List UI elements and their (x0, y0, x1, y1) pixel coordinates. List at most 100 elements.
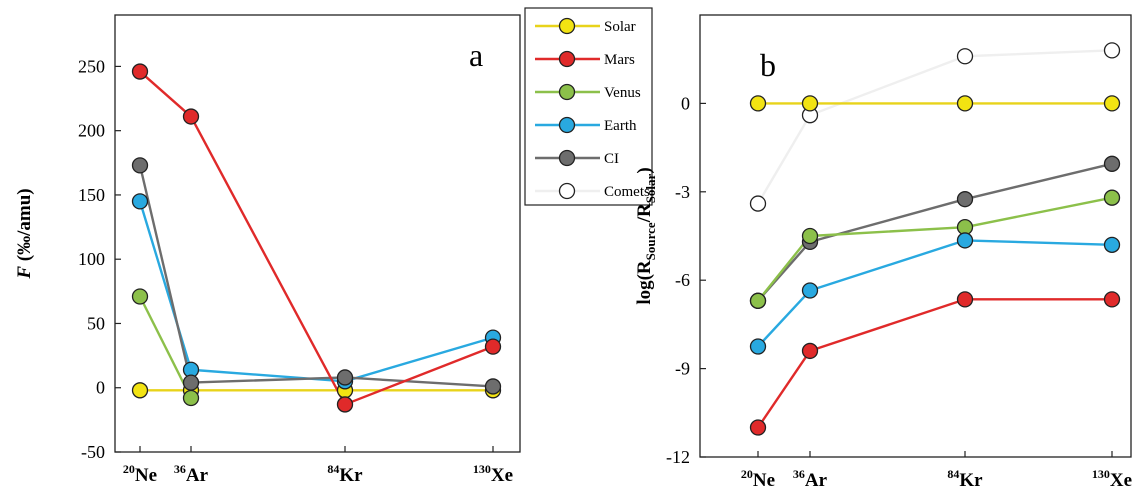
panel-label: b (760, 47, 776, 83)
data-point-solar (1103, 95, 1121, 112)
x-tick-element: Ar (805, 470, 828, 491)
y-tick-label: 100 (78, 249, 105, 269)
legend-label: Comets (604, 184, 650, 200)
plot-frame (114, 14, 521, 453)
x-tick-label: 130Xe (1092, 467, 1132, 491)
series-line-venus (757, 196, 1113, 302)
x-tick-label: 130Xe (473, 462, 513, 486)
legend-box (524, 7, 653, 206)
x-tick-element: Ne (753, 470, 775, 491)
data-point-earth (749, 338, 767, 355)
chart-panel-a: -50 0 50 100 150 200 250 20Ne 36Ar 84Kr 130Xe a F (‰… (14, 14, 521, 486)
data-point-venus (1103, 189, 1121, 206)
legend-marker (558, 116, 576, 134)
chart-panel-b: -12 -9 -6 -3 0 20Ne 36Ar 84Kr 130Xe b log(RSource/… (634, 14, 1132, 491)
legend-label: Solar (604, 19, 636, 35)
data-point-mars (336, 396, 354, 413)
x-tick-label: 84Kr (947, 467, 983, 491)
x-tick-element: Xe (1110, 470, 1132, 491)
x-tick-label: 36Ar (174, 462, 209, 486)
plot-frame (699, 14, 1132, 458)
x-tick-superscript: 84 (327, 462, 339, 476)
data-point-earth (131, 193, 149, 210)
data-point-mars (749, 419, 767, 436)
legend-label: Earth (604, 118, 637, 134)
data-point-mars (956, 291, 974, 308)
x-tick-element: Xe (491, 465, 513, 486)
legend-label: Mars (604, 52, 635, 68)
y-axis-label-part: Source (643, 222, 658, 260)
data-point-venus (131, 288, 149, 305)
y-axis-label: F (‰/amu) (14, 188, 35, 279)
series-line-earth (138, 201, 494, 383)
x-tick-label: 20Ne (741, 467, 775, 491)
x-tick-element: Ar (186, 465, 209, 486)
x-tick-label: 36Ar (793, 467, 828, 491)
x-tick-element: Kr (339, 465, 363, 486)
y-tick-label: -50 (81, 442, 105, 462)
y-tick-label: 250 (78, 56, 105, 76)
legend-marker (558, 83, 576, 101)
legend-marker (558, 149, 576, 167)
data-point-mars (484, 338, 502, 355)
x-tick-superscript: 130 (1092, 467, 1110, 481)
y-axis-label-part: Solar (643, 173, 658, 203)
data-point-earth (801, 282, 819, 299)
data-point-comets (956, 48, 974, 65)
data-point-mars (801, 342, 819, 360)
x-tick-superscript: 20 (123, 462, 135, 476)
x-tick-label: 84Kr (327, 462, 363, 486)
data-point-comets (749, 195, 767, 212)
legend: Solar Mars Venus Earth CI Comets (524, 7, 653, 206)
x-tick-superscript: 84 (947, 467, 959, 481)
data-point-venus (182, 389, 200, 407)
y-tick-label: 0 (681, 93, 690, 113)
data-point-ci (131, 157, 149, 174)
y-tick-label: 150 (78, 185, 105, 205)
legend-marker (558, 182, 576, 200)
y-axis-label-symbol: F (14, 266, 35, 280)
legend-marker (558, 17, 576, 35)
series-line-mars (139, 70, 494, 406)
x-tick-label: 20Ne (123, 462, 157, 486)
y-tick-label: 200 (78, 121, 105, 141)
y-tick-label: -6 (675, 270, 690, 290)
y-axis-label-part: ) (634, 167, 655, 173)
y-tick-label: -12 (666, 447, 690, 467)
data-point-earth (1103, 236, 1121, 253)
y-tick-label: 50 (87, 313, 105, 333)
series-line-ci (138, 165, 494, 388)
data-point-ci (1103, 155, 1121, 172)
data-point-venus (801, 227, 819, 245)
data-point-ci (484, 378, 502, 395)
y-axis-label: log(RSource/RSolar) (634, 167, 658, 304)
data-point-venus (749, 292, 767, 309)
data-point-ci (182, 374, 200, 391)
data-point-ci (336, 369, 354, 386)
x-tick-element: Ne (135, 465, 157, 486)
legend-label: CI (604, 151, 619, 167)
data-point-solar (749, 95, 767, 112)
y-axis-label-part: log(R (634, 260, 655, 305)
data-point-solar (956, 95, 974, 112)
x-tick-element: Kr (959, 470, 983, 491)
series-line-earth (757, 239, 1113, 348)
data-point-solar (131, 382, 149, 399)
y-tick-label: -9 (675, 359, 690, 379)
data-point-mars (1103, 291, 1121, 308)
panel-label: a (469, 37, 483, 73)
y-tick-label: -3 (675, 182, 690, 202)
x-tick-superscript: 36 (793, 467, 805, 481)
legend-marker (558, 50, 576, 68)
y-axis-label-part: /R (634, 203, 655, 223)
series-line-ci (757, 162, 1113, 302)
x-tick-superscript: 20 (741, 467, 753, 481)
y-axis-label-unit: (‰/amu) (14, 188, 35, 266)
data-point-ci (956, 191, 974, 208)
series-line-comets (756, 49, 1113, 205)
y-tick-label: 0 (96, 378, 105, 398)
data-point-mars (131, 63, 149, 80)
data-point-earth (956, 232, 974, 249)
data-point-solar (801, 95, 819, 112)
